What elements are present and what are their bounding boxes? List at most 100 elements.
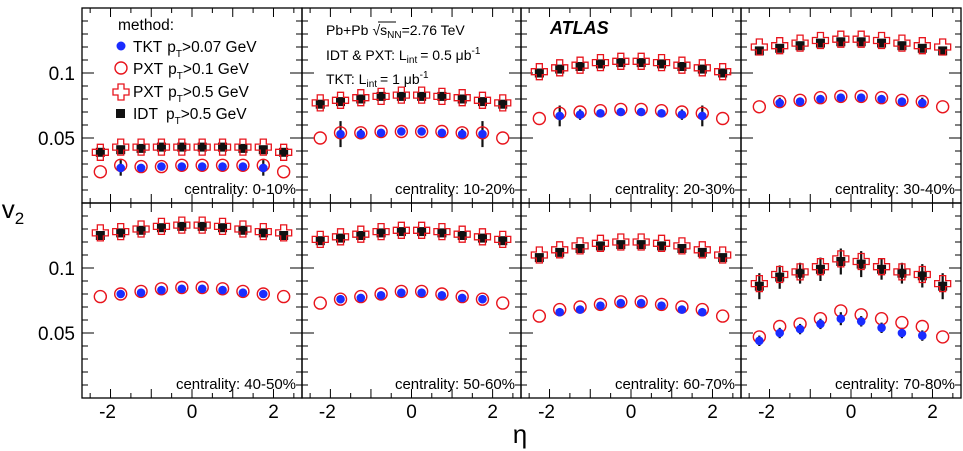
- pxt01-point: [313, 296, 327, 310]
- pxt05-point: [934, 38, 952, 56]
- pxt01-point: [93, 289, 108, 304]
- pxt05-point: [132, 138, 150, 156]
- pxt01-point: [134, 159, 148, 174]
- legend-T-pxt01: T: [177, 71, 183, 82]
- pxt01-point: [195, 158, 209, 173]
- pxt05-point: [571, 56, 589, 74]
- tkt-point: [795, 97, 805, 106]
- tkt-point: [336, 129, 345, 139]
- panel-label: centrality: 0-10%: [184, 181, 296, 198]
- pxt05-point: [791, 34, 809, 52]
- panel-1: centrality: 0-10%: [81, 7, 303, 204]
- tkt-point: [376, 128, 386, 138]
- pxt05-point: [112, 222, 130, 241]
- tkt-point: [258, 163, 268, 173]
- x-tick-label: -2: [758, 402, 775, 423]
- x-tick-label: 2: [707, 402, 718, 423]
- idt-point: [258, 228, 268, 238]
- pxt01-point: [895, 315, 909, 330]
- pxt01-point: [614, 295, 628, 309]
- tkt-point: [657, 109, 666, 118]
- info-s: s: [380, 22, 387, 38]
- pxt01-point: [256, 287, 270, 301]
- pxt05-point: [750, 274, 768, 293]
- tkt-point: [376, 291, 386, 300]
- pxt05-point: [652, 53, 671, 72]
- idt-point: [136, 225, 146, 235]
- pxt05-point: [173, 138, 191, 156]
- idt-point: [795, 41, 805, 51]
- pxt05-point: [893, 34, 911, 52]
- idt-point: [938, 46, 948, 56]
- idt-point: [897, 41, 907, 51]
- x-tick-label: 0: [626, 402, 637, 423]
- idt-point: [836, 37, 846, 47]
- pxt01-point: [333, 126, 348, 140]
- tkt-point: [677, 305, 687, 314]
- panel-frame: [520, 202, 742, 399]
- pxt05-point: [331, 91, 350, 109]
- info-block: Pb+Pb √sNN=2.76 TeV IDT & PXT: Lint = 0.5 …: [326, 21, 481, 90]
- legend-T-idt: T: [175, 116, 181, 127]
- tkt-point: [795, 324, 805, 334]
- tkt-point: [856, 317, 866, 326]
- pxt01-point: [313, 131, 327, 145]
- idt-point: [197, 142, 207, 152]
- tkt-point: [437, 291, 447, 300]
- pxt05-point: [91, 224, 109, 242]
- pxt05-point: [412, 86, 431, 104]
- idt-point: [396, 227, 406, 237]
- pxt01-point: [634, 295, 648, 309]
- tkt-point: [877, 94, 886, 104]
- pxt05-point: [872, 31, 891, 50]
- pxt05-point: [412, 221, 431, 239]
- legend-title: method:: [118, 17, 174, 34]
- idt-point: [775, 272, 785, 282]
- pxt01-point: [354, 289, 368, 304]
- tkt-point: [457, 293, 467, 303]
- tkt-point: [897, 97, 907, 106]
- idt-point: [877, 38, 887, 48]
- pxt05-point: [193, 216, 211, 234]
- tkt-point: [417, 127, 426, 136]
- pxt05-point: [791, 263, 809, 281]
- tkt-point: [417, 288, 426, 298]
- pxt05-point: [652, 234, 671, 252]
- pxt05-point: [331, 228, 350, 246]
- pxt05-point: [453, 225, 471, 243]
- y-tick-label: 0.1: [49, 259, 75, 280]
- pxt01-point: [773, 94, 787, 109]
- tkt-point: [157, 285, 166, 295]
- panel-frame: [740, 7, 962, 204]
- pxt05-point: [311, 230, 329, 249]
- pxt01-point: [935, 330, 950, 344]
- pxt05-point: [852, 30, 870, 48]
- pxt05-point: [551, 241, 569, 259]
- tkt-point: [177, 162, 187, 171]
- pxt05-point: [112, 138, 130, 156]
- pxt05-point: [433, 87, 451, 106]
- x-tick-label: 2: [487, 402, 498, 423]
- pxt01-point: [333, 292, 348, 306]
- pxt01-point: [236, 284, 250, 299]
- tkt-point: [897, 328, 907, 338]
- idt-point: [534, 253, 544, 263]
- pxt01-point: [215, 282, 230, 296]
- idt-point: [754, 46, 764, 56]
- idt-point: [856, 37, 866, 47]
- idt-point: [836, 257, 846, 266]
- idt-point: [95, 147, 105, 157]
- idt-point: [116, 145, 126, 155]
- pxt05-point: [632, 52, 650, 70]
- pxt05-point: [632, 233, 650, 251]
- pxt05-point: [832, 30, 850, 48]
- info-system: Pb+Pb √sNN=2.76 TeV: [326, 22, 465, 41]
- idt-point: [356, 231, 366, 240]
- legend-T-tkt: T: [176, 49, 182, 60]
- pxt05-point: [372, 222, 390, 241]
- tkt-point: [917, 331, 927, 340]
- pxt01-point: [435, 124, 449, 139]
- idt-point: [775, 43, 785, 53]
- pxt05-point: [811, 31, 830, 50]
